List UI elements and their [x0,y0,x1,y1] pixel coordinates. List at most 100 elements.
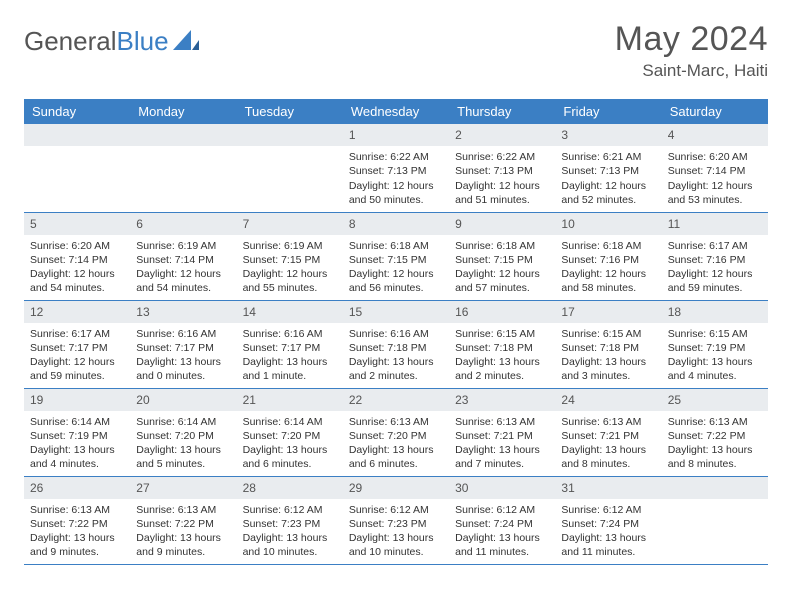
daylight-text: Daylight: 12 hours and 59 minutes. [30,355,124,383]
cell-details: Sunrise: 6:18 AMSunset: 7:15 PMDaylight:… [343,237,449,300]
cell-details: Sunrise: 6:16 AMSunset: 7:18 PMDaylight:… [343,325,449,388]
cell-details: Sunrise: 6:15 AMSunset: 7:18 PMDaylight:… [449,325,555,388]
calendar-cell: 8Sunrise: 6:18 AMSunset: 7:15 PMDaylight… [343,212,449,300]
cell-details: Sunrise: 6:21 AMSunset: 7:13 PMDaylight:… [555,148,661,211]
calendar-week-row: 12Sunrise: 6:17 AMSunset: 7:17 PMDayligh… [24,300,768,388]
calendar-cell: 5Sunrise: 6:20 AMSunset: 7:14 PMDaylight… [24,212,130,300]
brand-part1: General [24,26,117,57]
cell-details: Sunrise: 6:22 AMSunset: 7:13 PMDaylight:… [449,148,555,211]
calendar-cell: 12Sunrise: 6:17 AMSunset: 7:17 PMDayligh… [24,300,130,388]
day-header-row: Sunday Monday Tuesday Wednesday Thursday… [24,99,768,124]
day-number: 1 [343,124,449,146]
day-number: 19 [24,389,130,411]
day-number: 31 [555,477,661,499]
sunset-text: Sunset: 7:17 PM [136,341,230,355]
calendar-cell: 6Sunrise: 6:19 AMSunset: 7:14 PMDaylight… [130,212,236,300]
sunrise-text: Sunrise: 6:12 AM [455,503,549,517]
calendar-cell: 4Sunrise: 6:20 AMSunset: 7:14 PMDaylight… [662,124,768,212]
daylight-text: Daylight: 13 hours and 4 minutes. [668,355,762,383]
day-number: 25 [662,389,768,411]
day-number: 20 [130,389,236,411]
day-number: 3 [555,124,661,146]
calendar-cell: 2Sunrise: 6:22 AMSunset: 7:13 PMDaylight… [449,124,555,212]
cell-details: Sunrise: 6:12 AMSunset: 7:24 PMDaylight:… [555,501,661,564]
calendar-cell: 17Sunrise: 6:15 AMSunset: 7:18 PMDayligh… [555,300,661,388]
day-number: 5 [24,213,130,235]
day-number: 6 [130,213,236,235]
cell-details: Sunrise: 6:13 AMSunset: 7:22 PMDaylight:… [130,501,236,564]
cell-details: Sunrise: 6:13 AMSunset: 7:20 PMDaylight:… [343,413,449,476]
day-number: 10 [555,213,661,235]
cell-details: Sunrise: 6:13 AMSunset: 7:22 PMDaylight:… [662,413,768,476]
cell-details: Sunrise: 6:22 AMSunset: 7:13 PMDaylight:… [343,148,449,211]
calendar-week-row: 1Sunrise: 6:22 AMSunset: 7:13 PMDaylight… [24,124,768,212]
sunset-text: Sunset: 7:15 PM [455,253,549,267]
daylight-text: Daylight: 13 hours and 1 minute. [243,355,337,383]
day-number: 4 [662,124,768,146]
daylight-text: Daylight: 13 hours and 0 minutes. [136,355,230,383]
sunrise-text: Sunrise: 6:14 AM [30,415,124,429]
sunrise-text: Sunrise: 6:16 AM [243,327,337,341]
sunset-text: Sunset: 7:21 PM [455,429,549,443]
calendar-week-row: 19Sunrise: 6:14 AMSunset: 7:19 PMDayligh… [24,388,768,476]
calendar-cell: 14Sunrise: 6:16 AMSunset: 7:17 PMDayligh… [237,300,343,388]
sunset-text: Sunset: 7:22 PM [668,429,762,443]
sunset-text: Sunset: 7:16 PM [668,253,762,267]
sunset-text: Sunset: 7:17 PM [30,341,124,355]
day-number: 21 [237,389,343,411]
daylight-text: Daylight: 13 hours and 7 minutes. [455,443,549,471]
sunrise-text: Sunrise: 6:13 AM [136,503,230,517]
day-header: Thursday [449,99,555,124]
sunset-text: Sunset: 7:15 PM [243,253,337,267]
day-header: Friday [555,99,661,124]
daylight-text: Daylight: 13 hours and 11 minutes. [561,531,655,559]
sunset-text: Sunset: 7:19 PM [30,429,124,443]
sunrise-text: Sunrise: 6:14 AM [243,415,337,429]
day-header: Monday [130,99,236,124]
cell-details: Sunrise: 6:14 AMSunset: 7:20 PMDaylight:… [237,413,343,476]
daylight-text: Daylight: 12 hours and 51 minutes. [455,179,549,207]
calendar-cell [662,476,768,564]
daylight-text: Daylight: 13 hours and 9 minutes. [30,531,124,559]
day-number: 27 [130,477,236,499]
daylight-text: Daylight: 13 hours and 6 minutes. [243,443,337,471]
daylight-text: Daylight: 12 hours and 59 minutes. [668,267,762,295]
day-number: 2 [449,124,555,146]
calendar-cell: 13Sunrise: 6:16 AMSunset: 7:17 PMDayligh… [130,300,236,388]
day-number: 9 [449,213,555,235]
day-number: 18 [662,301,768,323]
cell-details: Sunrise: 6:18 AMSunset: 7:15 PMDaylight:… [449,237,555,300]
daylight-text: Daylight: 12 hours and 57 minutes. [455,267,549,295]
header: GeneralBlue May 2024 Saint-Marc, Haiti [24,20,768,81]
daylight-text: Daylight: 12 hours and 52 minutes. [561,179,655,207]
calendar-cell: 7Sunrise: 6:19 AMSunset: 7:15 PMDaylight… [237,212,343,300]
day-number: 17 [555,301,661,323]
sunrise-text: Sunrise: 6:19 AM [136,239,230,253]
sunrise-text: Sunrise: 6:15 AM [668,327,762,341]
sunset-text: Sunset: 7:13 PM [455,164,549,178]
cell-details: Sunrise: 6:15 AMSunset: 7:19 PMDaylight:… [662,325,768,388]
calendar-cell [237,124,343,212]
day-number: 14 [237,301,343,323]
daylight-text: Daylight: 13 hours and 4 minutes. [30,443,124,471]
day-header: Sunday [24,99,130,124]
cell-details: Sunrise: 6:19 AMSunset: 7:14 PMDaylight:… [130,237,236,300]
cell-details: Sunrise: 6:12 AMSunset: 7:23 PMDaylight:… [237,501,343,564]
calendar-cell: 11Sunrise: 6:17 AMSunset: 7:16 PMDayligh… [662,212,768,300]
calendar-cell: 21Sunrise: 6:14 AMSunset: 7:20 PMDayligh… [237,388,343,476]
daylight-text: Daylight: 13 hours and 11 minutes. [455,531,549,559]
calendar-table: Sunday Monday Tuesday Wednesday Thursday… [24,99,768,565]
calendar-cell: 27Sunrise: 6:13 AMSunset: 7:22 PMDayligh… [130,476,236,564]
sunrise-text: Sunrise: 6:20 AM [668,150,762,164]
daylight-text: Daylight: 12 hours and 54 minutes. [30,267,124,295]
cell-details: Sunrise: 6:20 AMSunset: 7:14 PMDaylight:… [662,148,768,211]
sunrise-text: Sunrise: 6:15 AM [455,327,549,341]
sunset-text: Sunset: 7:20 PM [349,429,443,443]
sunrise-text: Sunrise: 6:19 AM [243,239,337,253]
calendar-cell: 29Sunrise: 6:12 AMSunset: 7:23 PMDayligh… [343,476,449,564]
calendar-cell: 31Sunrise: 6:12 AMSunset: 7:24 PMDayligh… [555,476,661,564]
day-number: 28 [237,477,343,499]
cell-details: Sunrise: 6:15 AMSunset: 7:18 PMDaylight:… [555,325,661,388]
sunset-text: Sunset: 7:18 PM [455,341,549,355]
sunrise-text: Sunrise: 6:20 AM [30,239,124,253]
